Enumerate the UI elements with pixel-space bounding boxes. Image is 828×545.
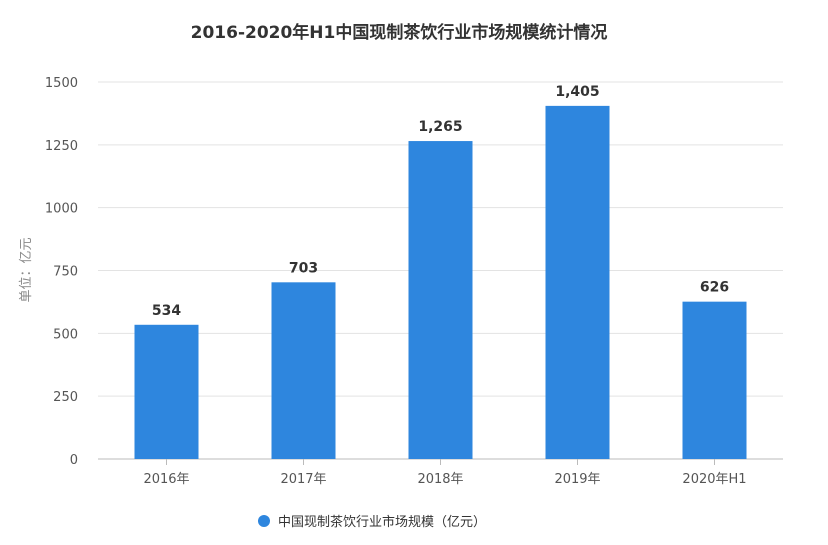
bars — [134, 105, 747, 460]
x-axis-ticks: 2016年 2017年 2018年 2019年 2020年H1 — [143, 459, 747, 487]
chart-title: 2016-2020年H1中国现制茶饮行业市场规模统计情况 — [191, 22, 608, 43]
bar[interactable] — [545, 105, 610, 460]
legend-swatch-icon — [258, 515, 270, 527]
y-tick-label: 1500 — [45, 76, 78, 91]
y-axis-ticks: 0 250 500 750 1000 1250 1500 — [45, 76, 78, 468]
y-tick-label: 500 — [53, 327, 78, 342]
y-tick-label: 750 — [53, 265, 78, 280]
data-label: 626 — [700, 280, 729, 296]
y-axis-label: 单位：亿元 — [19, 237, 34, 302]
x-tick-label: 2020年H1 — [682, 472, 746, 487]
data-label: 1,265 — [418, 119, 462, 135]
x-tick-label: 2016年 — [143, 472, 189, 487]
data-label: 703 — [289, 260, 318, 276]
legend-label: 中国现制茶饮行业市场规模（亿元） — [278, 514, 486, 530]
x-tick-label: 2017年 — [280, 472, 326, 487]
y-tick-label: 1000 — [45, 202, 78, 217]
data-label: 534 — [152, 303, 181, 319]
x-tick-label: 2019年 — [554, 472, 600, 487]
y-tick-label: 250 — [53, 390, 78, 405]
y-tick-label: 1250 — [45, 139, 78, 154]
bar[interactable] — [682, 301, 747, 459]
bar[interactable] — [134, 324, 199, 459]
y-tick-label: 0 — [70, 453, 78, 468]
bar[interactable] — [408, 141, 473, 459]
data-label: 1,405 — [555, 84, 599, 100]
data-labels: 534 703 1,265 1,405 626 — [152, 84, 729, 319]
x-tick-label: 2018年 — [417, 472, 463, 487]
bar[interactable] — [271, 282, 336, 459]
legend[interactable]: 中国现制茶饮行业市场规模（亿元） — [258, 514, 486, 530]
